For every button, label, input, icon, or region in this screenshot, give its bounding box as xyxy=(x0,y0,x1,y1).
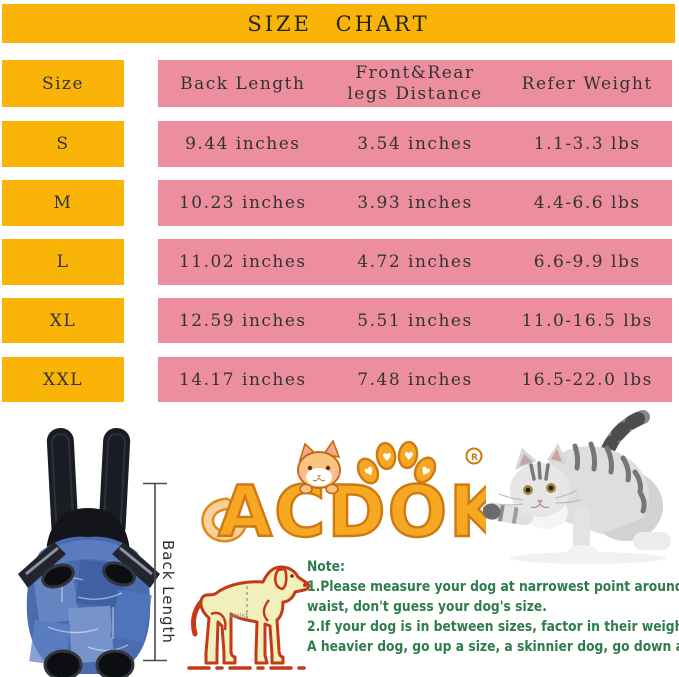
brand-name-text: ACDOK xyxy=(218,471,486,548)
heart-icon: ♥ xyxy=(404,450,414,463)
column-header-back-length: Back Length xyxy=(180,73,306,94)
table-row-s: 9.44 inches 3.54 inches 1.1-3.3 lbs xyxy=(158,121,672,167)
back-length-value: 14.17 inches xyxy=(178,369,307,390)
heart-icon: ♥ xyxy=(382,451,392,464)
column-header-size: Size xyxy=(2,60,124,107)
weight-value: 16.5-22.0 lbs xyxy=(521,369,653,390)
acdok-brand-logo: ACDOK ♥ ♥ ♥ ♥ R xyxy=(201,440,486,548)
size-cell-l: L xyxy=(2,239,124,285)
paw-print-icon: ♥ ♥ ♥ ♥ xyxy=(356,440,437,485)
table-row-m: 10.23 inches 3.93 inches 4.4-6.6 lbs xyxy=(158,180,672,226)
weight-value: 4.4-6.6 lbs xyxy=(533,193,641,213)
size-cell-xl: XL xyxy=(2,298,124,343)
table-row-xxl: 14.17 inches 7.48 inches 16.5-22.0 lbs xyxy=(158,357,672,402)
size-cell-m: M xyxy=(2,180,124,226)
back-length-label: Back Length xyxy=(159,540,177,644)
dog-waist-diagram: Waist xyxy=(187,565,311,670)
back-length-value: 9.44 inches xyxy=(185,134,301,154)
note-line-4: A heavier dog, go up a size, a skinnier … xyxy=(307,639,679,655)
back-length-value: 10.23 inches xyxy=(178,193,307,213)
back-length-value: 12.59 inches xyxy=(178,310,307,331)
back-length-value: 11.02 inches xyxy=(178,252,307,272)
column-header-legs-distance: Front&Rear legs Distance xyxy=(328,63,503,105)
cat-mascot-icon xyxy=(297,440,341,495)
note-line-1: 1.Please measure your dog at narrowest p… xyxy=(307,579,679,595)
note-block: Note: 1.Please measure your dog at narro… xyxy=(307,557,679,657)
legs-distance-value: 5.51 inches xyxy=(357,310,473,331)
kitten-photo xyxy=(483,410,671,564)
svg-text:R: R xyxy=(471,453,478,463)
weight-value: 1.1-3.3 lbs xyxy=(533,134,641,154)
table-row-xl: 12.59 inches 5.51 inches 11.0-16.5 lbs xyxy=(158,298,672,343)
waist-label: Waist xyxy=(229,612,248,620)
legs-distance-value: 3.54 inches xyxy=(357,134,473,154)
weight-value: 11.0-16.5 lbs xyxy=(521,310,653,331)
dog-carrier-backpack-image xyxy=(18,428,160,677)
legs-header-line2: legs Distance xyxy=(347,83,483,104)
legs-distance-value: 3.93 inches xyxy=(357,193,473,213)
registered-trademark-icon: R xyxy=(465,447,483,465)
table-header-row: Back Length Front&Rear legs Distance Ref… xyxy=(158,60,672,107)
legs-distance-value: 7.48 inches xyxy=(357,369,473,390)
column-header-refer-weight: Refer Weight xyxy=(521,73,653,94)
size-cell-s: S xyxy=(2,121,124,167)
note-line-3: 2.If your dog is in between sizes, facto… xyxy=(307,619,679,635)
legs-distance-value: 4.72 inches xyxy=(357,252,473,272)
legs-header-line1: Front&Rear xyxy=(355,62,475,83)
size-cell-xxl: XXL xyxy=(2,357,124,402)
note-line-2: waist, don't guess your dog's size. xyxy=(307,599,547,615)
weight-value: 6.6-9.9 lbs xyxy=(533,252,641,272)
table-row-l: 11.02 inches 4.72 inches 6.6-9.9 lbs xyxy=(158,239,672,285)
back-length-measurement-bracket xyxy=(143,482,167,662)
note-heading: Note: xyxy=(307,559,345,575)
size-chart-title: SIZE CHART xyxy=(2,4,675,43)
